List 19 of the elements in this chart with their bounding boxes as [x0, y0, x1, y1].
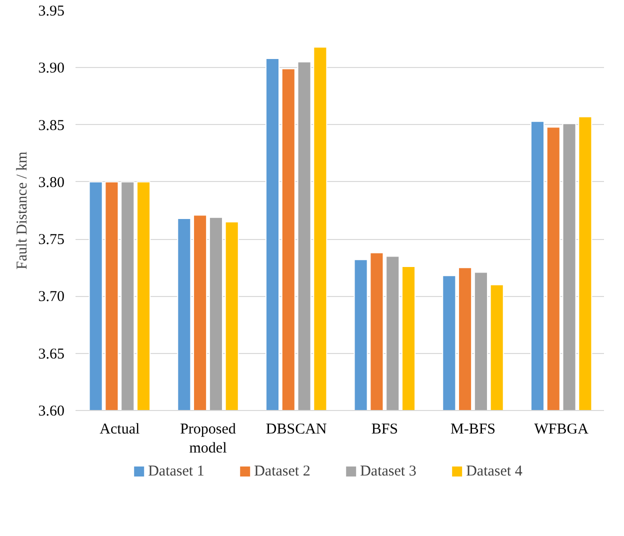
legend-label: Dataset 4: [466, 464, 523, 480]
x-tick-label: Actual: [100, 422, 140, 438]
y-tick-label: 3.90: [38, 60, 64, 77]
y-tick-label: 3.85: [38, 118, 64, 134]
y-tick-label: 3.60: [38, 404, 64, 420]
y-tick-label: 3.75: [38, 232, 64, 248]
legend-label: Dataset 2: [254, 464, 310, 480]
y-tick-label: 3.70: [38, 289, 64, 306]
x-tick-label: M-BFS: [450, 422, 496, 438]
x-tick-label: WFBGA: [534, 422, 589, 438]
y-tick-label: 3.95: [38, 4, 64, 20]
y-tick-label: 3.80: [38, 174, 64, 191]
x-tick-label: BFS: [371, 422, 398, 438]
legend-label: Dataset 3: [360, 464, 416, 480]
y-axis-title: Fault Distance / km: [14, 151, 30, 270]
legend-label: Dataset 1: [148, 464, 204, 480]
x-tick-label: DBSCAN: [266, 422, 327, 438]
y-tick-label: 3.65: [38, 346, 64, 362]
x-tick-label: Proposed model: [180, 422, 236, 457]
